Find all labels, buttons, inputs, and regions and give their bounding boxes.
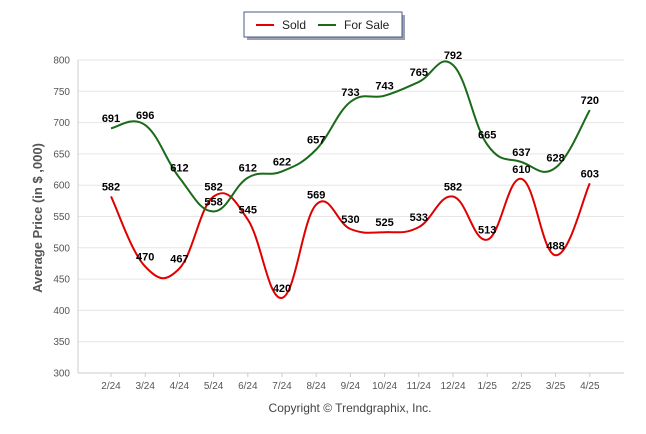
y-tick-label: 800: [53, 56, 70, 67]
data-label-sold: 533: [410, 212, 428, 224]
data-label-for-sale: 637: [512, 147, 530, 159]
copyright-footer: Copyright © Trendgraphix, Inc.: [269, 401, 432, 415]
data-label-sold: 467: [170, 253, 188, 265]
y-tick-label: 550: [53, 212, 70, 223]
data-label-sold: 420: [273, 283, 291, 295]
data-label-sold: 470: [136, 252, 154, 264]
y-axis-ticks: 300 350 400 450 500 550 600 650 700 750 800: [53, 56, 70, 380]
x-tick-label: 4/25: [580, 381, 600, 392]
y-axis-label: Average Price (in $ ,000): [30, 143, 45, 293]
y-tick-label: 750: [53, 87, 70, 98]
x-tick-label: 5/24: [204, 381, 224, 392]
y-tick-label: 600: [53, 181, 70, 192]
data-label-for-sale: 622: [273, 156, 291, 168]
y-tick-label: 650: [53, 149, 70, 160]
x-tick-label: 2/25: [512, 381, 532, 392]
data-label-sold: 610: [512, 164, 530, 176]
grid-lines: [77, 59, 624, 374]
x-tick-label: 8/24: [306, 381, 326, 392]
data-label-for-sale: 628: [546, 153, 564, 165]
legend-label-for-sale: For Sale: [344, 18, 390, 32]
data-label-for-sale: 765: [410, 67, 428, 79]
legend-label-sold: Sold: [282, 18, 306, 32]
x-axis-ticks: 2/24 3/24 4/24 5/24 6/24 7/24 8/24 9/24 10/24 11/…: [101, 373, 600, 392]
y-tick-label: 400: [53, 306, 70, 317]
x-tick-label: 10/24: [372, 381, 397, 392]
data-label-sold: 582: [102, 181, 120, 193]
y-tick-label: 450: [53, 275, 70, 286]
data-label-for-sale: 691: [102, 113, 120, 125]
data-label-for-sale: 558: [204, 196, 222, 208]
x-tick-label: 12/24: [440, 381, 465, 392]
y-tick-label: 500: [53, 243, 70, 254]
data-label-sold: 569: [307, 190, 325, 202]
data-label-for-sale: 612: [239, 163, 257, 175]
data-label-for-sale: 696: [136, 110, 154, 122]
x-tick-label: 3/25: [546, 381, 566, 392]
data-label-for-sale: 733: [341, 87, 359, 99]
data-label-for-sale: 743: [375, 81, 393, 93]
series-line-sold: [110, 177, 591, 299]
y-tick-label: 700: [53, 118, 70, 129]
series-line-for-sale: [110, 60, 591, 213]
x-tick-label: 4/24: [170, 381, 190, 392]
data-label-for-sale: 792: [444, 50, 462, 62]
y-tick-label: 350: [53, 337, 70, 348]
data-label-sold: 513: [478, 225, 496, 237]
data-label-for-sale: 612: [170, 163, 188, 175]
data-label-sold: 582: [204, 181, 222, 193]
series-lines: [110, 60, 591, 299]
data-label-for-sale: 657: [307, 135, 325, 147]
data-label-sold: 525: [375, 217, 393, 229]
legend: Sold For Sale: [243, 11, 405, 40]
data-label-sold: 603: [581, 168, 599, 180]
data-label-for-sale: 665: [478, 130, 496, 142]
data-label-for-sale: 720: [581, 95, 599, 107]
x-tick-label: 9/24: [341, 381, 361, 392]
data-labels: 582 470 467 582 545 420 569 530 525 533 582 513 610 4…: [102, 50, 599, 295]
x-tick-label: 6/24: [238, 381, 258, 392]
data-label-sold: 582: [444, 181, 462, 193]
data-label-sold: 530: [341, 214, 359, 226]
x-tick-label: 11/24: [407, 381, 432, 392]
data-label-sold: 545: [239, 205, 257, 217]
x-tick-label: 7/24: [272, 381, 292, 392]
x-tick-label: 3/24: [135, 381, 155, 392]
x-tick-label: 2/24: [101, 381, 121, 392]
data-label-sold: 488: [546, 240, 564, 252]
x-tick-label: 1/25: [477, 381, 497, 392]
y-tick-label: 300: [53, 369, 70, 380]
